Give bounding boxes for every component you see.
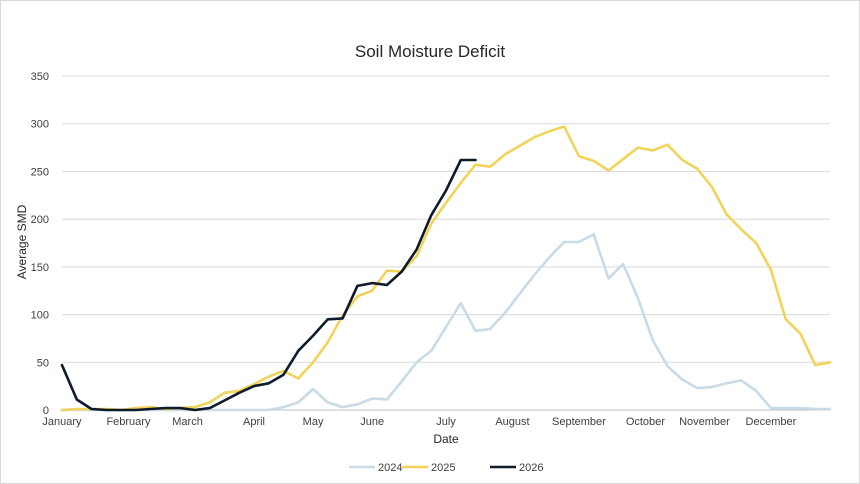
x-axis-label: Date (433, 432, 459, 446)
legend-label-2026: 2026 (519, 462, 543, 474)
x-tick-label: August (495, 416, 529, 428)
y-tick-label: 250 (31, 166, 49, 178)
y-tick-label: 50 (37, 357, 49, 369)
y-axis-label: Average SMD (15, 204, 29, 279)
y-tick-label: 150 (31, 262, 49, 274)
y-tick-label: 200 (31, 214, 49, 226)
y-tick-label: 350 (31, 71, 49, 83)
series-lines (60, 125, 832, 412)
x-tick-label: September (552, 416, 606, 428)
legend: 2024 2025 2026 (349, 462, 543, 474)
chart-title: Soil Moisture Deficit (355, 42, 505, 61)
x-tick-label: June (360, 416, 384, 428)
x-tick-label: February (106, 416, 151, 428)
series-line-2026 (60, 158, 477, 412)
x-axis-ticks: January February March April May June July Augu… (42, 416, 796, 428)
legend-label-2025: 2025 (431, 462, 455, 474)
y-tick-label: 100 (31, 310, 49, 322)
y-tick-label: 300 (31, 119, 49, 131)
series-line-2024 (60, 233, 832, 412)
x-tick-label: October (626, 416, 665, 428)
y-axis-ticks: 0 50 100 150 200 250 300 350 (31, 71, 49, 417)
x-tick-label: May (303, 416, 324, 428)
series-line-2025 (60, 125, 832, 412)
x-tick-label: March (172, 416, 203, 428)
x-tick-label: April (243, 416, 265, 428)
x-tick-label: January (42, 416, 82, 428)
gridlines (62, 75, 830, 411)
x-tick-label: December (746, 416, 797, 428)
legend-label-2024: 2024 (378, 462, 402, 474)
x-tick-label: July (436, 416, 456, 428)
x-tick-label: November (679, 416, 730, 428)
y-tick-label: 0 (43, 405, 49, 417)
